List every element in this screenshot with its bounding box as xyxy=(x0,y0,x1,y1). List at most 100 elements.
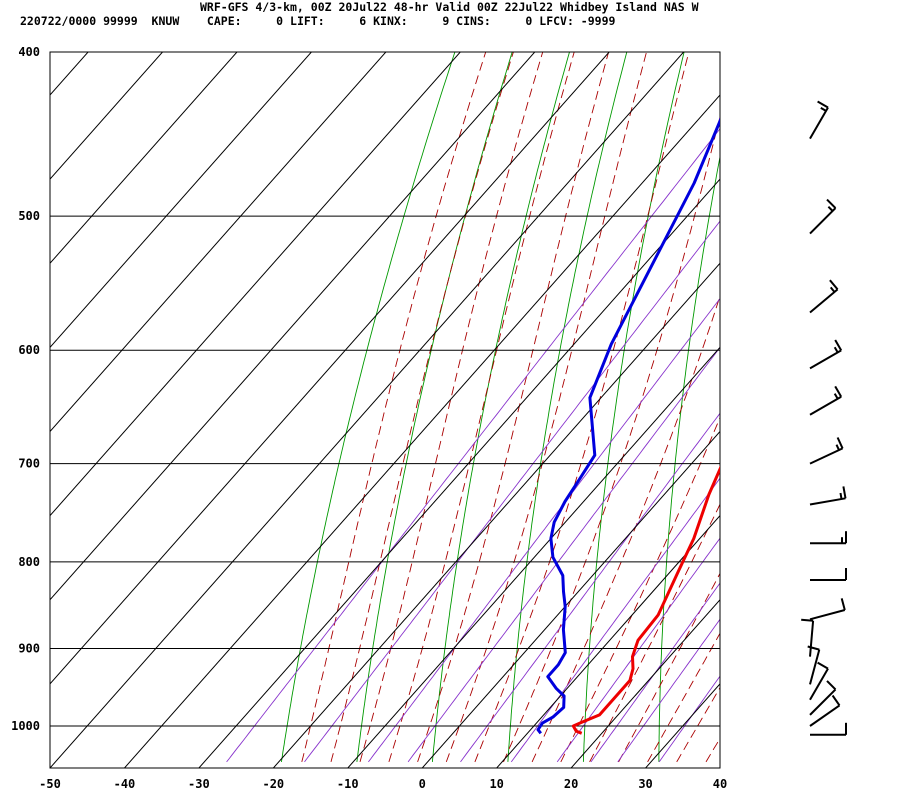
temperature-profile-line xyxy=(571,465,720,735)
isotherm-gridline xyxy=(198,178,720,768)
y-tick-label: 700 xyxy=(18,457,40,471)
wind-barb-feather xyxy=(807,645,820,651)
isotherm-gridline xyxy=(421,430,720,768)
x-tick-label: -20 xyxy=(262,777,284,791)
chart-header-line-1: WRF-GFS 4/3-km, 00Z 20Jul22 48-hr Valid … xyxy=(200,0,699,14)
moist-adiabat-line xyxy=(589,503,720,763)
dry-adiabat-line xyxy=(431,52,570,762)
isotherm-gridline xyxy=(50,52,164,180)
wind-barb-staff xyxy=(809,649,821,685)
wind-barb-feather xyxy=(834,339,843,351)
y-tick-label: 1000 xyxy=(11,719,40,733)
mixing-ratio-line xyxy=(590,582,720,763)
wind-barb xyxy=(809,598,846,621)
mixing-ratio-line xyxy=(304,220,720,763)
wind-barb-feather xyxy=(834,385,843,398)
mixing-ratio-line xyxy=(510,477,720,763)
wind-barb-staff xyxy=(809,106,829,140)
wind-barb-feather xyxy=(817,661,829,670)
isotherm-gridline xyxy=(50,52,238,265)
isotherm-gridline xyxy=(123,94,720,768)
wind-barb-staff xyxy=(809,207,837,235)
wind-barb-feather xyxy=(801,618,814,622)
moist-adiabat-line xyxy=(618,572,720,763)
background-lines xyxy=(226,33,900,763)
isotherm-gridline xyxy=(50,52,610,685)
y-tick-label: 900 xyxy=(18,641,40,655)
wind-barb-feather xyxy=(826,680,837,691)
mixing-ratio-line xyxy=(460,412,720,763)
mixing-ratio-line xyxy=(407,346,720,763)
dry-adiabat-line xyxy=(658,154,720,762)
wind-barb-feather xyxy=(833,346,839,353)
wind-barb-staff xyxy=(809,349,842,370)
moist-adiabat-line xyxy=(330,52,514,763)
grid-lines xyxy=(50,51,720,768)
isotherm-gridline xyxy=(50,52,313,349)
x-tick-label: 0 xyxy=(419,777,426,791)
dry-adiabat-line xyxy=(356,52,513,762)
wind-barb-staff xyxy=(809,288,839,314)
dry-adiabat-line xyxy=(806,33,859,762)
x-tick-label: -40 xyxy=(114,777,136,791)
x-tick-label: 30 xyxy=(638,777,652,791)
x-tick-label: 10 xyxy=(489,777,503,791)
wind-barb xyxy=(807,645,821,685)
dry-adiabat-line xyxy=(876,33,900,762)
wind-barb-feather xyxy=(831,694,841,706)
wind-barb-feather xyxy=(820,107,827,112)
plot-frame xyxy=(49,51,721,769)
wind-barb-staff xyxy=(809,497,846,506)
mixing-ratio-line xyxy=(658,675,720,763)
wind-barb-feather xyxy=(842,486,847,499)
moist-adiabat-line xyxy=(301,52,487,763)
x-tick-label: 20 xyxy=(564,777,578,791)
isotherm-gridline xyxy=(272,262,720,768)
wind-barb xyxy=(809,680,837,716)
isotherm-gridline xyxy=(644,683,720,768)
isotherm-gridline xyxy=(570,599,720,768)
isotherm-gridline xyxy=(719,767,720,768)
wind-barb-feather xyxy=(829,279,839,291)
wind-barb-staff xyxy=(809,704,841,727)
wind-barb-staff xyxy=(809,668,829,701)
moist-adiabat-line xyxy=(417,52,610,763)
isotherm-gridline xyxy=(50,52,387,433)
wind-barb xyxy=(809,661,829,701)
x-tick-label: -10 xyxy=(337,777,359,791)
wind-barb xyxy=(809,486,847,506)
moist-adiabat-line xyxy=(560,416,720,763)
y-tick-label: 800 xyxy=(18,555,40,569)
moist-adiabat-line xyxy=(445,52,647,763)
x-tick-label: -50 xyxy=(39,777,61,791)
wind-barbs xyxy=(801,100,847,736)
dry-adiabat-line xyxy=(734,33,803,762)
x-tick-label: -30 xyxy=(188,777,210,791)
wind-barb-feather xyxy=(839,492,843,500)
wind-barb-staff xyxy=(809,447,844,465)
y-tick-label: 600 xyxy=(18,343,40,357)
moist-adiabat-line xyxy=(705,737,720,763)
chart-header-line-2: 220722/0000 99999 KNUW CAPE: 0 LIFT: 6 K… xyxy=(20,14,616,28)
y-tick-labels: 400 500 600 700 800 900 1000 xyxy=(11,45,40,733)
wind-barb-feather xyxy=(826,198,837,209)
wind-barb-feather xyxy=(829,286,836,293)
wind-barb xyxy=(809,531,847,545)
wind-barb xyxy=(809,279,839,314)
wind-barb-feather xyxy=(833,393,839,400)
wind-barb-staff xyxy=(809,688,837,716)
dry-adiabat-line xyxy=(280,52,456,762)
wind-barb-feather xyxy=(835,444,840,451)
wind-barb xyxy=(809,568,847,582)
y-tick-label: 400 xyxy=(18,45,40,59)
wind-barb-staff xyxy=(809,620,815,657)
x-tick-label: 40 xyxy=(713,777,727,791)
isotherm-gridline xyxy=(50,52,89,96)
wind-barb-staff xyxy=(809,395,842,416)
wind-barb-staff xyxy=(809,609,846,621)
wind-barb xyxy=(809,437,844,465)
moist-adiabat-line xyxy=(531,294,720,763)
wind-barb-feather xyxy=(840,598,846,611)
isotherm-gridline xyxy=(347,346,720,768)
